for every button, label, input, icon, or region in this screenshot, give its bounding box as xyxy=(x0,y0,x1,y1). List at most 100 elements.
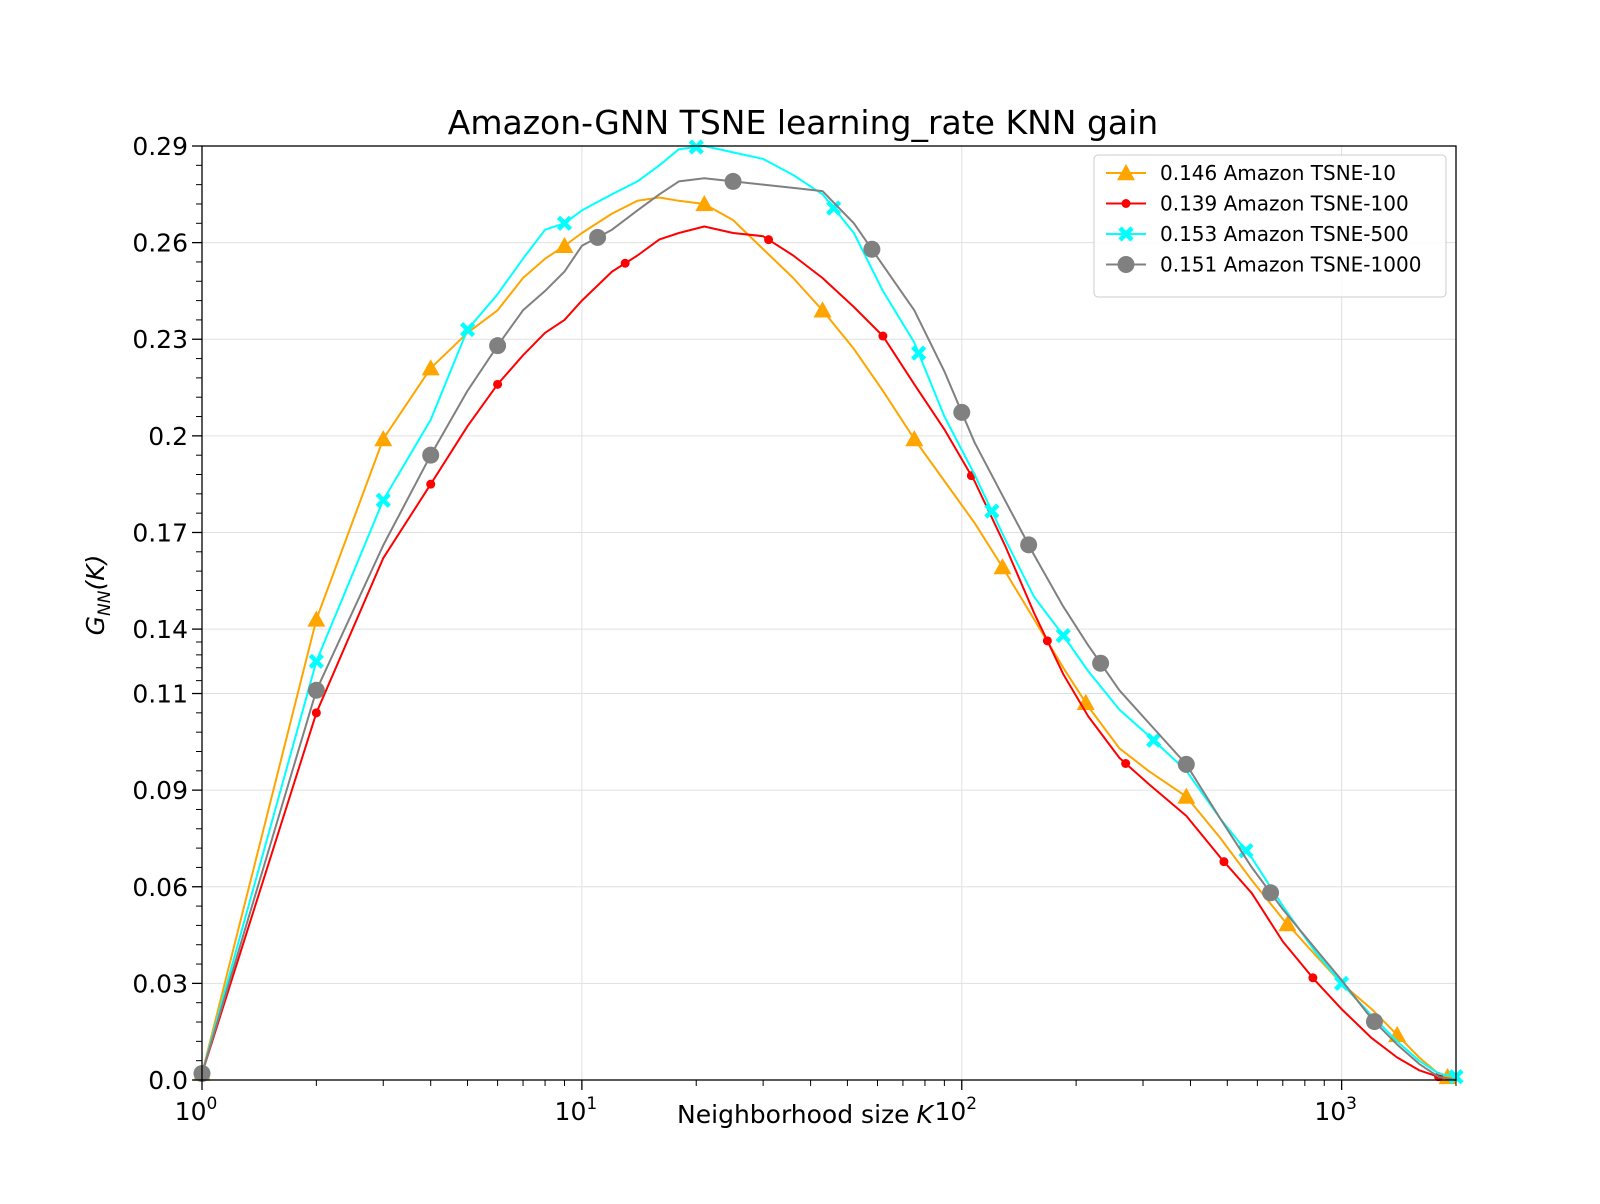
series-2 xyxy=(197,225,1457,1082)
series-layer xyxy=(193,139,1464,1085)
legend-box xyxy=(1093,154,1447,298)
series-marker xyxy=(308,653,324,669)
x-axis-label-variable: K xyxy=(917,1100,936,1129)
series-4 xyxy=(193,172,1457,1083)
series-marker xyxy=(813,301,832,318)
series-marker xyxy=(1308,973,1318,983)
series-line xyxy=(201,196,1457,1081)
series-marker xyxy=(1219,857,1229,867)
y-axis-label-argument: (K) xyxy=(81,555,110,591)
legend-marker xyxy=(1118,226,1134,242)
y-tick-label: 0.17 xyxy=(132,518,188,547)
series-marker xyxy=(1334,975,1350,991)
series-marker xyxy=(863,240,881,258)
series-marker xyxy=(1055,627,1071,644)
x-tick-label-base: 10 xyxy=(1314,1097,1346,1126)
x-tick-label: 103 xyxy=(1314,1094,1357,1126)
series-marker xyxy=(307,610,326,627)
x-tick-label-base: 10 xyxy=(175,1097,207,1126)
series-marker xyxy=(620,258,630,268)
y-axis-label-main: G xyxy=(81,616,110,635)
axis-layer: 100 101 102 1030.00.030.060.090.110.140.170… xyxy=(132,132,1457,1126)
series-marker xyxy=(1146,732,1162,748)
series-marker xyxy=(556,215,573,231)
series-marker xyxy=(493,379,503,389)
legend-label: 0.151 Amazon TSNE-1000 xyxy=(1160,253,1421,277)
legend-marker xyxy=(1117,256,1135,273)
legend-label: 0.146 Amazon TSNE-10 xyxy=(1160,161,1396,185)
x-tick-label-exponent: 3 xyxy=(1346,1094,1357,1114)
series-marker xyxy=(489,337,507,355)
legend-label: 0.139 Amazon TSNE-100 xyxy=(1160,192,1409,216)
series-marker xyxy=(1177,787,1196,804)
legend-entry: 0.146 Amazon TSNE-10 xyxy=(1106,161,1396,185)
legend: 0.146 Amazon TSNE-10 0.139 Amazon TSNE-10… xyxy=(1093,154,1447,298)
series-marker xyxy=(695,194,714,212)
series-marker xyxy=(1365,1013,1383,1031)
y-tick-label: 0.06 xyxy=(132,873,188,902)
y-axis-label-subscript: NN xyxy=(95,590,115,616)
x-tick-label-exponent: 1 xyxy=(586,1094,597,1114)
y-tick-label: 0.11 xyxy=(132,680,188,709)
y-tick-label: 0.29 xyxy=(132,132,188,161)
x-axis-label-text: Neighborhood size xyxy=(677,1100,909,1129)
x-tick-label: 102 xyxy=(934,1094,977,1126)
series-marker xyxy=(993,558,1012,575)
x-tick-label-base: 10 xyxy=(555,1097,587,1126)
series-marker xyxy=(555,236,574,254)
series-1 xyxy=(193,194,1457,1085)
y-tick-label: 0.03 xyxy=(132,969,188,998)
y-tick-label: 0.2 xyxy=(148,422,188,451)
y-tick-label: 0.0 xyxy=(148,1066,188,1095)
series-marker xyxy=(953,403,971,421)
x-axis-label: Neighborhood size K xyxy=(677,1100,935,1129)
series-marker xyxy=(1020,536,1038,554)
x-tick-label-exponent: 0 xyxy=(206,1094,217,1114)
legend-label: 0.153 Amazon TSNE-500 xyxy=(1160,222,1409,246)
series-marker xyxy=(878,331,888,341)
x-tick-label: 100 xyxy=(175,1094,218,1126)
legend-entry: 0.153 Amazon TSNE-500 xyxy=(1106,222,1409,246)
y-tick-label: 0.23 xyxy=(132,325,188,354)
series-marker xyxy=(459,321,476,338)
series-line xyxy=(201,225,1457,1081)
series-marker xyxy=(1262,884,1280,902)
series-marker xyxy=(589,228,607,246)
series-line xyxy=(201,177,1457,1081)
series-marker xyxy=(764,235,774,245)
y-axis-label: GNN(K) xyxy=(81,555,115,636)
x-tick-label-base: 10 xyxy=(934,1097,966,1126)
chart-title: Amazon-GNN TSNE learning_rate KNN gain xyxy=(448,103,1158,142)
series-marker xyxy=(1121,758,1131,768)
legend-marker xyxy=(1121,199,1131,208)
series-marker xyxy=(1177,755,1195,773)
series-marker xyxy=(307,681,325,699)
series-marker xyxy=(911,345,927,361)
series-marker xyxy=(374,430,393,447)
legend-marker xyxy=(1117,164,1135,181)
plot-frame xyxy=(201,145,1457,1081)
series-marker xyxy=(984,503,1000,519)
series-marker xyxy=(311,708,321,718)
x-tick-label: 101 xyxy=(555,1094,598,1126)
series-marker xyxy=(1042,636,1052,646)
series-marker xyxy=(724,172,742,190)
series-marker xyxy=(688,139,704,155)
y-tick-label: 0.09 xyxy=(132,776,188,805)
series-marker xyxy=(421,359,440,376)
series-marker xyxy=(422,446,440,464)
legend-entry: 0.151 Amazon TSNE-1000 xyxy=(1106,253,1421,277)
series-marker xyxy=(1278,915,1297,932)
series-marker xyxy=(1238,843,1254,859)
x-tick-label-exponent: 2 xyxy=(966,1094,977,1114)
legend-entry: 0.139 Amazon TSNE-100 xyxy=(1106,192,1409,216)
y-tick-label: 0.26 xyxy=(132,229,188,258)
series-marker xyxy=(826,200,842,216)
series-marker xyxy=(905,430,924,447)
series-marker xyxy=(426,479,436,489)
series-marker xyxy=(1092,654,1110,672)
y-tick-label: 0.14 xyxy=(132,615,188,644)
series-marker xyxy=(375,492,391,508)
